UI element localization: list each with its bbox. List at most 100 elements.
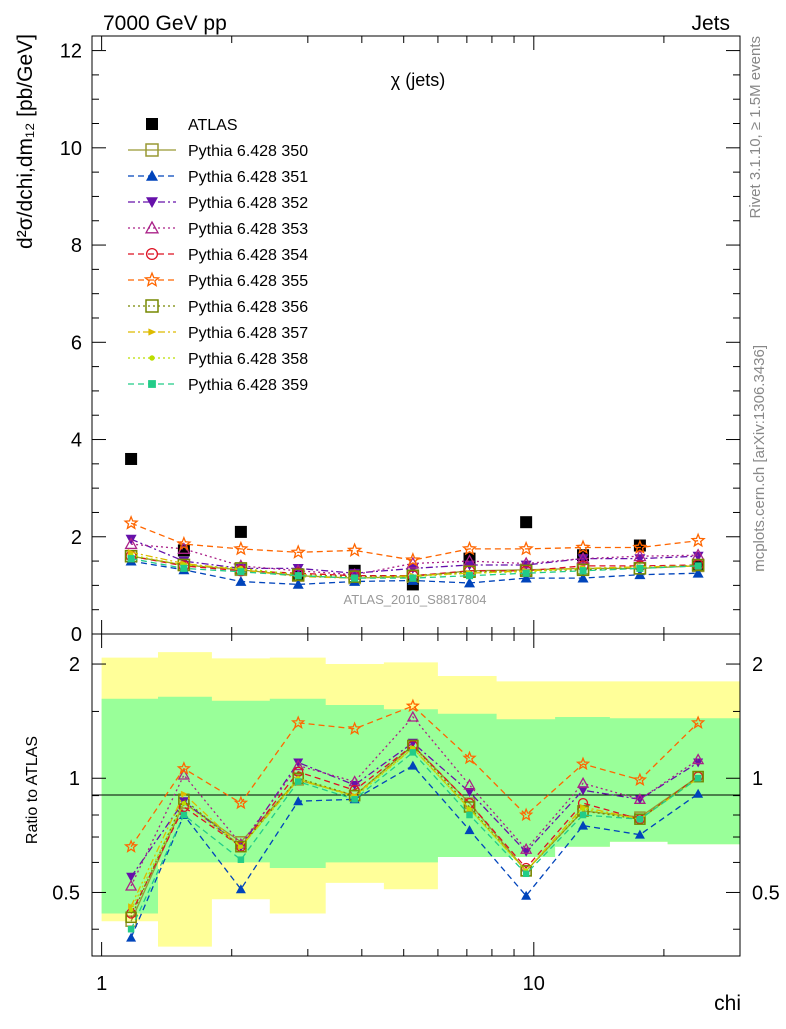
legend-marker <box>143 271 161 288</box>
ratio-data-point <box>634 829 645 839</box>
legend-label: Pythia 6.428 353 <box>188 221 308 238</box>
ratio-data-point <box>578 820 589 830</box>
ratio-y-tick-label-right: 0.5 <box>752 882 780 904</box>
analysis-label: ATLAS_2010_S8817804 <box>344 592 487 607</box>
ratio-data-point <box>519 807 534 822</box>
main-data-point <box>127 555 135 563</box>
main-y-tick-label: 8 <box>71 235 82 257</box>
legend-label: Pythia 6.428 351 <box>188 169 308 186</box>
ratio-data-point <box>464 825 475 835</box>
main-data-point <box>292 578 304 589</box>
main-data-point <box>346 542 363 557</box>
ratio-data-point <box>580 806 586 812</box>
ratio-data-point <box>124 879 138 891</box>
ratio-data-point <box>291 715 306 729</box>
ratio-data-point <box>237 856 245 863</box>
main-series-layer <box>123 452 706 591</box>
legend-marker <box>146 118 158 130</box>
ratio-y-tick-label-right: 1 <box>752 768 763 790</box>
ratio-data-point <box>578 786 589 796</box>
ratio-data-point <box>181 800 187 806</box>
legend-marker <box>149 355 155 361</box>
ratio-data-point <box>293 758 304 768</box>
main-data-point <box>520 572 532 583</box>
legend-label: Pythia 6.428 354 <box>188 247 308 264</box>
main-data-point <box>123 515 139 530</box>
ratio-data-point <box>467 806 472 812</box>
ratio-series-line <box>130 751 699 930</box>
legend-marker <box>146 197 158 208</box>
legend-entry-0: ATLAS <box>146 117 238 134</box>
ratio-y-tick-label-right: 2 <box>752 654 763 676</box>
legend-marker <box>144 220 160 234</box>
ratio-data-point <box>176 761 192 775</box>
main-data-point <box>518 540 534 556</box>
main-data-point <box>176 535 192 551</box>
ratio-data-point <box>351 796 358 803</box>
energy-label: 7000 GeV pp <box>103 12 227 35</box>
main-data-point <box>576 563 590 577</box>
main-series-10 <box>127 555 702 582</box>
main-data-point <box>692 567 704 578</box>
main-data-point <box>235 575 247 586</box>
main-data-point <box>520 516 533 529</box>
ratio-data-point <box>128 907 134 913</box>
ratio-data-point <box>406 710 419 722</box>
ratio-data-point <box>520 842 533 854</box>
main-data-point <box>348 570 361 583</box>
ratio-series-1 <box>126 760 704 942</box>
main-data-point <box>464 577 476 588</box>
main-data-point <box>351 574 359 582</box>
ratio-data-point <box>409 749 417 756</box>
legend-marker <box>145 143 159 157</box>
ratio-data-point <box>126 932 137 942</box>
legend-label: Pythia 6.428 359 <box>188 377 308 394</box>
main-data-point <box>690 532 706 548</box>
main-data-point <box>180 564 188 572</box>
main-data-point <box>237 568 245 576</box>
legend-label: Pythia 6.428 352 <box>188 195 308 212</box>
ratio-data-point <box>407 760 418 770</box>
legend-entry-7: Pythia 6.428 356 <box>128 299 308 316</box>
ratio-data-point <box>636 815 644 823</box>
legend-entry-4: Pythia 6.428 353 <box>128 220 308 238</box>
main-data-point <box>577 572 589 583</box>
main-data-point <box>632 539 648 555</box>
ratio-data-point <box>692 770 704 783</box>
main-data-point <box>575 539 591 555</box>
ratio-data-point <box>180 790 188 797</box>
ratio-data-point <box>123 839 139 853</box>
ratio-data-point <box>579 811 587 819</box>
main-data-point <box>691 558 705 572</box>
mcplots-label: mcplots.cern.ch [arXiv:1306.3436] <box>751 345 768 572</box>
main-data-point <box>465 572 474 580</box>
legend-label: Pythia 6.428 355 <box>188 273 308 290</box>
ratio-data-point <box>692 753 705 765</box>
main-data-point <box>694 562 702 570</box>
legend-label: ATLAS <box>188 117 238 134</box>
chart-title: χ (jets) <box>391 70 445 90</box>
main-y-tick-label: 2 <box>71 527 82 549</box>
ratio-data-point <box>575 756 591 771</box>
main-y-tick-label: 4 <box>71 430 82 452</box>
legend: ATLAS Pythia 6.428 350 Pythia 6.428 351 Pyt… <box>128 117 308 394</box>
ratio-data-point <box>463 778 476 790</box>
ratio-data-point <box>405 698 420 713</box>
ratio-plot-frame <box>91 633 741 957</box>
ratio-series-layer <box>123 698 706 942</box>
ratio-series-line <box>130 744 699 914</box>
main-data-point <box>522 569 530 577</box>
legend-marker <box>148 380 156 388</box>
ratio-y-tick-label: 1 <box>69 768 80 790</box>
main-y-tick-label: 6 <box>71 332 82 354</box>
main-data-point <box>519 556 533 569</box>
legend-entry-2: Pythia 6.428 351 <box>128 169 308 186</box>
main-data-point <box>290 544 306 559</box>
main-y-tick-label: 12 <box>60 41 82 63</box>
ratio-data-point <box>634 813 646 825</box>
ratio-series-line <box>130 716 699 887</box>
ratio-data-point <box>347 721 362 735</box>
legend-entry-1: Pythia 6.428 350 <box>128 143 308 160</box>
ratio-data-point <box>126 872 137 882</box>
ratio-data-point <box>693 788 704 798</box>
